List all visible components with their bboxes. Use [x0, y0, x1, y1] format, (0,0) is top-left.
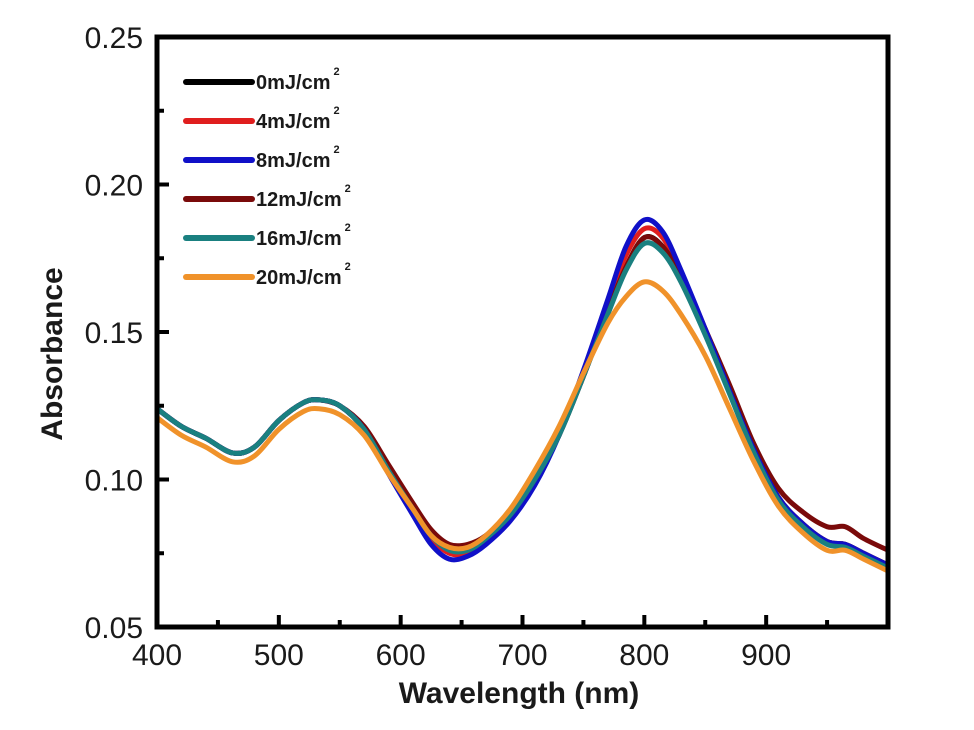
ticks-layer: 400 500 600 700 800 900 0.05 0.10 0.15 0.20 0.25: [85, 22, 830, 672]
y-axis-title: Absorbance: [36, 267, 69, 440]
legend-item: 0mJ/cm 2: [183, 66, 340, 94]
legend-item: 8mJ/cm 2: [183, 144, 340, 172]
legend-label-superscript: 2: [334, 66, 340, 78]
series-line-20mjcm: [154, 279, 891, 574]
legend-item: 20mJ/cm 2: [183, 261, 351, 289]
series-layer: [154, 216, 891, 574]
series-line-16mjcm: [154, 240, 891, 571]
x-tick-label: 900: [741, 639, 791, 672]
legend-label-superscript: 2: [334, 144, 340, 156]
legend-label: 4mJ/cm: [256, 111, 331, 133]
x-tick-label: 600: [376, 639, 426, 672]
legend-label-superscript: 2: [334, 105, 340, 117]
x-tick-label: 700: [497, 639, 547, 672]
legend-label: 8mJ/cm: [256, 150, 331, 172]
y-tick-label: 0.10: [85, 465, 143, 498]
legend-label: 16mJ/cm: [256, 228, 342, 250]
legend-label: 20mJ/cm: [256, 267, 342, 289]
y-tick-label: 0.05: [85, 612, 143, 645]
y-tick-label: 0.15: [85, 317, 143, 350]
legend-item: 12mJ/cm 2: [183, 183, 351, 211]
legend-label-superscript: 2: [345, 183, 351, 195]
legend-label-superscript: 2: [345, 261, 351, 273]
x-tick-label: 800: [619, 639, 669, 672]
x-tick-label: 400: [132, 639, 182, 672]
legend-item: 4mJ/cm 2: [183, 105, 340, 133]
x-tick-label: 500: [254, 639, 304, 672]
legend-label: 0mJ/cm: [256, 72, 331, 94]
legend-item: 16mJ/cm 2: [183, 222, 351, 250]
x-axis-title: Wavelength (nm): [399, 677, 640, 710]
y-tick-label: 0.25: [85, 22, 143, 55]
legend-label: 12mJ/cm: [256, 189, 342, 211]
y-tick-label: 0.20: [85, 170, 143, 203]
legend-label-superscript: 2: [345, 222, 351, 234]
